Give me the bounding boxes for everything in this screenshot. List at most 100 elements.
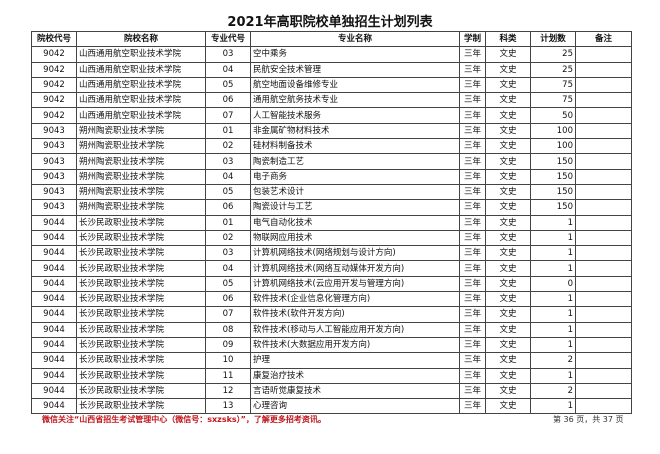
cell-duration: 三年 bbox=[459, 92, 486, 109]
header-major-code: 专业代号 bbox=[205, 30, 251, 48]
table-row: 9044 长沙民政职业技术学院 11 康复治疗技术 三年 文史 1 bbox=[31, 367, 632, 384]
cell-duration: 三年 bbox=[459, 336, 486, 354]
cell-plan-count: 150 bbox=[530, 168, 576, 185]
table-header-row: 院校代号 院校名称 专业代号 专业名称 学制 科类 计划数 备注 bbox=[31, 30, 632, 48]
cell-major-code: 02 bbox=[205, 138, 251, 155]
cell-plan-count: 100 bbox=[530, 138, 576, 155]
header-category: 科类 bbox=[485, 30, 531, 48]
cell-major-name: 言语听觉康复技术 bbox=[250, 382, 460, 400]
cell-major-name: 非金属矿物材料技术 bbox=[250, 122, 460, 140]
table-row: 9044 长沙民政职业技术学院 09 软件技术(大数据应用开发方向) 三年 文史 1 bbox=[31, 336, 632, 354]
cell-plan-count: 1 bbox=[530, 398, 576, 415]
cell-category: 文史 bbox=[485, 199, 531, 216]
cell-major-code: 01 bbox=[205, 122, 251, 140]
cell-remarks bbox=[575, 183, 632, 201]
cell-major-code: 06 bbox=[205, 291, 251, 308]
cell-school-name: 长沙民政职业技术学院 bbox=[76, 245, 206, 262]
cell-major-code: 06 bbox=[205, 92, 251, 109]
table-row: 9042 山西通用航空职业技术学院 04 民航安全技术管理 三年 文史 25 bbox=[31, 61, 632, 78]
cell-category: 文史 bbox=[485, 107, 531, 124]
cell-category: 文史 bbox=[485, 382, 531, 400]
cell-duration: 三年 bbox=[459, 46, 486, 63]
cell-major-name: 陶瓷设计与工艺 bbox=[250, 199, 460, 216]
cell-plan-count: 1 bbox=[530, 214, 576, 231]
header-remarks: 备注 bbox=[575, 30, 632, 48]
header-plan-count: 计划数 bbox=[530, 30, 576, 48]
cell-major-code: 12 bbox=[205, 382, 251, 400]
table-row: 9044 长沙民政职业技术学院 01 电气自动化技术 三年 文史 1 bbox=[31, 214, 632, 231]
cell-plan-count: 1 bbox=[530, 291, 576, 308]
cell-major-name: 计算机网络技术(云应用开发与管理方向) bbox=[250, 275, 460, 293]
cell-school-name: 朔州陶瓷职业技术学院 bbox=[76, 199, 206, 216]
cell-duration: 三年 bbox=[459, 352, 486, 369]
cell-major-code: 04 bbox=[205, 61, 251, 78]
cell-duration: 三年 bbox=[459, 291, 486, 308]
cell-major-name: 软件技术(大数据应用开发方向) bbox=[250, 336, 460, 354]
cell-plan-count: 2 bbox=[530, 382, 576, 400]
cell-duration: 三年 bbox=[459, 382, 486, 400]
cell-remarks bbox=[575, 352, 632, 369]
cell-major-name: 软件技术(软件开发方向) bbox=[250, 306, 460, 323]
cell-school-code: 9044 bbox=[31, 367, 77, 384]
cell-school-code: 9044 bbox=[31, 398, 77, 415]
cell-remarks bbox=[575, 76, 632, 94]
page-title: 2021年高职院校单独招生计划列表 bbox=[227, 15, 433, 30]
cell-major-code: 02 bbox=[205, 229, 251, 247]
cell-plan-count: 100 bbox=[530, 122, 576, 140]
cell-category: 文史 bbox=[485, 321, 531, 338]
cell-school-code: 9044 bbox=[31, 321, 77, 338]
cell-school-code: 9044 bbox=[31, 229, 77, 247]
cell-major-code: 07 bbox=[205, 107, 251, 124]
table-row: 9042 山西通用航空职业技术学院 03 空中乘务 三年 文史 25 bbox=[31, 46, 632, 63]
cell-major-name: 软件技术(移动与人工智能应用开发方向) bbox=[250, 321, 460, 338]
cell-remarks bbox=[575, 291, 632, 308]
footer-note: 微信关注“山西省招生考试管理中心（微信号：sxzsks）”，了解更多招考资讯。 bbox=[42, 415, 326, 424]
cell-school-name: 朔州陶瓷职业技术学院 bbox=[76, 168, 206, 185]
cell-major-code: 04 bbox=[205, 168, 251, 185]
cell-school-name: 朔州陶瓷职业技术学院 bbox=[76, 183, 206, 201]
cell-remarks bbox=[575, 61, 632, 78]
cell-category: 文史 bbox=[485, 367, 531, 384]
cell-category: 文史 bbox=[485, 138, 531, 155]
cell-remarks bbox=[575, 260, 632, 277]
cell-remarks bbox=[575, 245, 632, 262]
cell-school-name: 山西通用航空职业技术学院 bbox=[76, 92, 206, 109]
cell-school-code: 9043 bbox=[31, 183, 77, 201]
cell-school-code: 9043 bbox=[31, 138, 77, 155]
cell-school-code: 9044 bbox=[31, 306, 77, 323]
cell-school-name: 长沙民政职业技术学院 bbox=[76, 306, 206, 323]
header-school-name: 院校名称 bbox=[76, 30, 206, 48]
cell-remarks bbox=[575, 336, 632, 354]
table-row: 9043 朔州陶瓷职业技术学院 01 非金属矿物材料技术 三年 文史 100 bbox=[31, 122, 632, 140]
cell-major-name: 民航安全技术管理 bbox=[250, 61, 460, 78]
cell-school-code: 9044 bbox=[31, 245, 77, 262]
cell-duration: 三年 bbox=[459, 107, 486, 124]
cell-category: 文史 bbox=[485, 76, 531, 94]
cell-plan-count: 1 bbox=[530, 260, 576, 277]
cell-plan-count: 1 bbox=[530, 306, 576, 323]
cell-duration: 三年 bbox=[459, 122, 486, 140]
cell-duration: 三年 bbox=[459, 275, 486, 293]
cell-category: 文史 bbox=[485, 214, 531, 231]
cell-plan-count: 25 bbox=[530, 61, 576, 78]
table-row: 9043 朔州陶瓷职业技术学院 05 包装艺术设计 三年 文史 150 bbox=[31, 183, 632, 201]
cell-major-code: 10 bbox=[205, 352, 251, 369]
cell-duration: 三年 bbox=[459, 229, 486, 247]
cell-duration: 三年 bbox=[459, 168, 486, 185]
cell-major-name: 计算机网络技术(网络互动媒体开发方向) bbox=[250, 260, 460, 277]
table-row: 9044 长沙民政职业技术学院 12 言语听觉康复技术 三年 文史 2 bbox=[31, 382, 632, 400]
table-row: 9044 长沙民政职业技术学院 10 护理 三年 文史 2 bbox=[31, 352, 632, 369]
cell-category: 文史 bbox=[485, 168, 531, 185]
cell-school-code: 9043 bbox=[31, 122, 77, 140]
cell-remarks bbox=[575, 122, 632, 140]
cell-remarks bbox=[575, 275, 632, 293]
cell-plan-count: 25 bbox=[530, 46, 576, 63]
cell-school-name: 山西通用航空职业技术学院 bbox=[76, 46, 206, 63]
cell-duration: 三年 bbox=[459, 398, 486, 415]
cell-duration: 三年 bbox=[459, 321, 486, 338]
cell-major-code: 05 bbox=[205, 275, 251, 293]
cell-plan-count: 2 bbox=[530, 352, 576, 369]
cell-major-code: 03 bbox=[205, 46, 251, 63]
cell-category: 文史 bbox=[485, 92, 531, 109]
table-row: 9044 长沙民政职业技术学院 06 软件技术(企业信息化管理方向) 三年 文史 1 bbox=[31, 291, 632, 308]
